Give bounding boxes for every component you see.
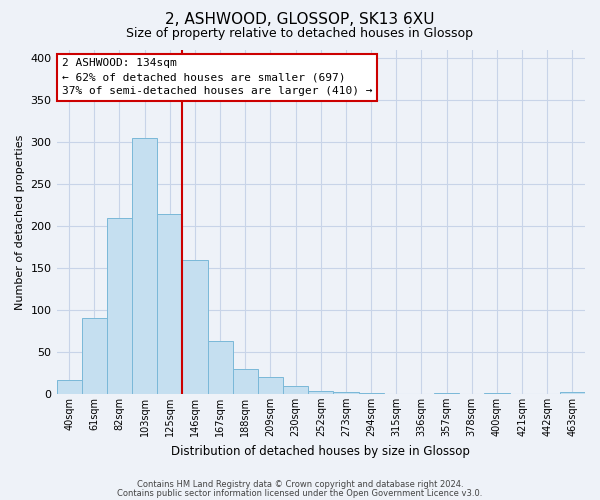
Y-axis label: Number of detached properties: Number of detached properties [15, 134, 25, 310]
Bar [334, 392, 359, 394]
Bar [359, 393, 383, 394]
Bar [182, 260, 208, 394]
Bar [132, 138, 157, 394]
X-axis label: Distribution of detached houses by size in Glossop: Distribution of detached houses by size … [172, 444, 470, 458]
Bar [107, 218, 132, 394]
Text: Contains public sector information licensed under the Open Government Licence v3: Contains public sector information licen… [118, 488, 482, 498]
Bar [283, 386, 308, 394]
Text: Size of property relative to detached houses in Glossop: Size of property relative to detached ho… [127, 28, 473, 40]
Bar [82, 318, 107, 394]
Text: 2, ASHWOOD, GLOSSOP, SK13 6XU: 2, ASHWOOD, GLOSSOP, SK13 6XU [165, 12, 435, 28]
Bar [56, 380, 82, 394]
Bar [157, 214, 182, 394]
Bar [434, 393, 459, 394]
Bar [484, 393, 509, 394]
Bar [208, 341, 233, 394]
Bar [560, 392, 585, 394]
Bar [258, 377, 283, 394]
Bar [308, 390, 334, 394]
Bar [233, 368, 258, 394]
Text: Contains HM Land Registry data © Crown copyright and database right 2024.: Contains HM Land Registry data © Crown c… [137, 480, 463, 489]
Text: 2 ASHWOOD: 134sqm
← 62% of detached houses are smaller (697)
37% of semi-detache: 2 ASHWOOD: 134sqm ← 62% of detached hous… [62, 58, 372, 96]
